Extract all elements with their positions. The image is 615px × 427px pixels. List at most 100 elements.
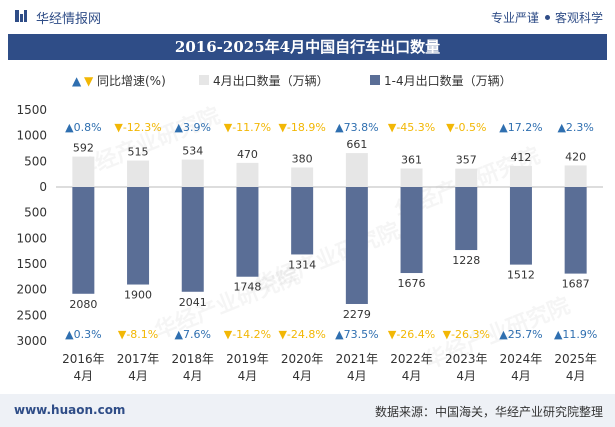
y-tick-label: 0 xyxy=(39,180,47,194)
growth-label-monthly: ▲17.2% xyxy=(499,121,542,134)
growth-label-cumulative: ▼-26.4% xyxy=(388,328,435,341)
data-label-cumulative: 1676 xyxy=(398,277,426,290)
x-tick-label: 4月 xyxy=(511,369,531,383)
separator-dot-icon xyxy=(544,15,550,20)
growth-label-monthly: ▼-11.7% xyxy=(224,121,271,134)
x-tick-label: 4月 xyxy=(566,369,586,383)
growth-label-cumulative: ▼-14.2% xyxy=(224,328,271,341)
header: 华经情报网 专业严谨 客观科学 xyxy=(0,0,615,34)
bar-cumulative xyxy=(509,187,532,265)
bar-cumulative xyxy=(291,187,314,255)
y-tick-label: 2000 xyxy=(16,283,47,297)
growth-label-monthly: ▲2.3% xyxy=(557,121,593,134)
data-label-cumulative: 1687 xyxy=(562,278,590,291)
growth-label-cumulative: ▲0.3% xyxy=(65,328,101,341)
x-tick-label: 2019年 xyxy=(226,352,269,366)
growth-label-cumulative: ▲11.9% xyxy=(554,328,597,341)
bar-cumulative xyxy=(181,187,204,292)
chart-title: 2016-2025年4月中国自行车出口数量 xyxy=(8,34,607,60)
data-label-cumulative: 2080 xyxy=(69,298,97,311)
data-label-monthly: 592 xyxy=(73,142,94,155)
y-tick-label: 1000 xyxy=(16,231,47,245)
legend-up-triangle-icon: ▲ xyxy=(72,74,82,88)
x-tick-label: 4月 xyxy=(347,369,367,383)
chart: 华经产业研究院华经产业研究院华经产业研究院华经产业研究院华经产业研究院▲▼同比增… xyxy=(16,73,603,383)
legend-cumulative-label: 1-4月出口数量（万辆） xyxy=(384,73,512,88)
data-label-monthly: 361 xyxy=(401,153,422,166)
x-tick-label: 2021年 xyxy=(336,352,379,366)
data-label-cumulative: 2279 xyxy=(343,308,371,321)
data-label-cumulative: 1900 xyxy=(124,289,152,302)
y-tick-label: 1500 xyxy=(16,103,47,117)
tagline-right: 客观科学 xyxy=(554,11,603,25)
data-label-cumulative: 1314 xyxy=(288,258,316,271)
tagline: 专业严谨 客观科学 xyxy=(491,9,603,26)
x-tick-label: 2022年 xyxy=(390,352,433,366)
data-label-monthly: 534 xyxy=(182,145,203,158)
legend-down-triangle-icon: ▼ xyxy=(84,74,94,88)
growth-label-monthly: ▼-12.3% xyxy=(114,121,161,134)
footer-url[interactable]: www.huaon.com xyxy=(14,403,126,417)
x-tick-label: 2025年 xyxy=(554,352,597,366)
x-tick-label: 4月 xyxy=(238,369,258,383)
bar-cumulative xyxy=(72,187,95,294)
x-tick-label: 4月 xyxy=(183,369,203,383)
bar-monthly xyxy=(455,168,478,187)
x-tick-label: 4月 xyxy=(292,369,312,383)
y-tick-label: 2500 xyxy=(16,308,47,322)
bar-monthly xyxy=(345,153,368,187)
growth-label-monthly: ▲0.8% xyxy=(65,121,101,134)
x-tick-label: 4月 xyxy=(74,369,94,383)
bar-cumulative xyxy=(127,187,150,285)
legend-monthly-label: 4月出口数量（万辆） xyxy=(213,73,329,88)
footer: www.huaon.com 数据来源：中国海关，华经产业研究院整理 xyxy=(0,394,615,427)
bar-monthly xyxy=(509,165,532,187)
x-tick-label: 2016年 xyxy=(62,352,105,366)
x-tick-label: 2023年 xyxy=(445,352,488,366)
growth-label-cumulative: ▲25.7% xyxy=(499,328,542,341)
data-label-monthly: 420 xyxy=(565,150,586,163)
growth-label-cumulative: ▼-8.1% xyxy=(118,328,158,341)
bar-cumulative xyxy=(345,187,368,304)
data-label-cumulative: 2041 xyxy=(179,296,207,309)
data-label-monthly: 515 xyxy=(128,146,149,159)
data-label-cumulative: 1228 xyxy=(452,254,480,267)
growth-label-cumulative: ▲73.5% xyxy=(335,328,378,341)
bar-cumulative xyxy=(564,187,587,274)
x-tick-label: 4月 xyxy=(402,369,422,383)
growth-label-monthly: ▲73.8% xyxy=(335,121,378,134)
legend-monthly-swatch xyxy=(199,75,209,85)
x-tick-label: 2018年 xyxy=(171,352,214,366)
growth-label-cumulative: ▼-24.8% xyxy=(278,328,325,341)
bar-monthly xyxy=(564,165,587,187)
bar-monthly xyxy=(236,162,259,187)
growth-label-monthly: ▼-18.9% xyxy=(278,121,325,134)
legend-growth-label: 同比增速(%) xyxy=(97,74,166,88)
data-source: 数据来源：中国海关，华经产业研究院整理 xyxy=(374,405,603,419)
x-tick-label: 2017年 xyxy=(117,352,160,366)
data-label-cumulative: 1512 xyxy=(507,269,535,282)
bar-cumulative xyxy=(400,187,423,274)
data-label-monthly: 412 xyxy=(510,151,531,164)
bar-monthly xyxy=(181,159,204,187)
tagline-left: 专业严谨 xyxy=(490,11,539,25)
bar-cumulative xyxy=(236,187,259,277)
y-tick-label: 500 xyxy=(24,154,47,168)
growth-label-cumulative: ▼-26.3% xyxy=(443,328,490,341)
logo-icon xyxy=(15,10,27,22)
y-tick-label: 500 xyxy=(24,206,47,220)
x-tick-label: 4月 xyxy=(456,369,476,383)
bar-monthly xyxy=(400,168,423,187)
data-label-monthly: 661 xyxy=(346,138,367,151)
growth-label-monthly: ▼-0.5% xyxy=(446,121,486,134)
x-tick-label: 2020年 xyxy=(281,352,324,366)
growth-label-cumulative: ▲7.6% xyxy=(175,328,211,341)
data-label-monthly: 357 xyxy=(456,154,477,167)
y-tick-label: 3000 xyxy=(16,334,47,348)
legend-cumulative-swatch xyxy=(370,75,380,85)
brand-name: 华经情报网 xyxy=(36,12,102,27)
x-tick-label: 4月 xyxy=(128,369,148,383)
data-label-cumulative: 1748 xyxy=(233,281,261,294)
bar-monthly xyxy=(127,160,150,187)
data-label-monthly: 470 xyxy=(237,148,258,161)
